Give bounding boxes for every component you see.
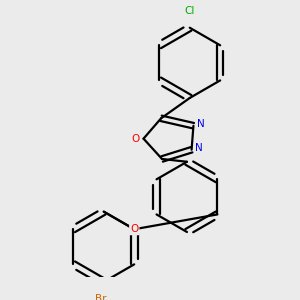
Text: N: N: [197, 119, 205, 129]
Text: Cl: Cl: [184, 6, 195, 16]
Text: N: N: [196, 143, 203, 153]
Text: O: O: [131, 134, 139, 144]
Text: O: O: [130, 224, 138, 234]
Text: Br: Br: [95, 293, 107, 300]
